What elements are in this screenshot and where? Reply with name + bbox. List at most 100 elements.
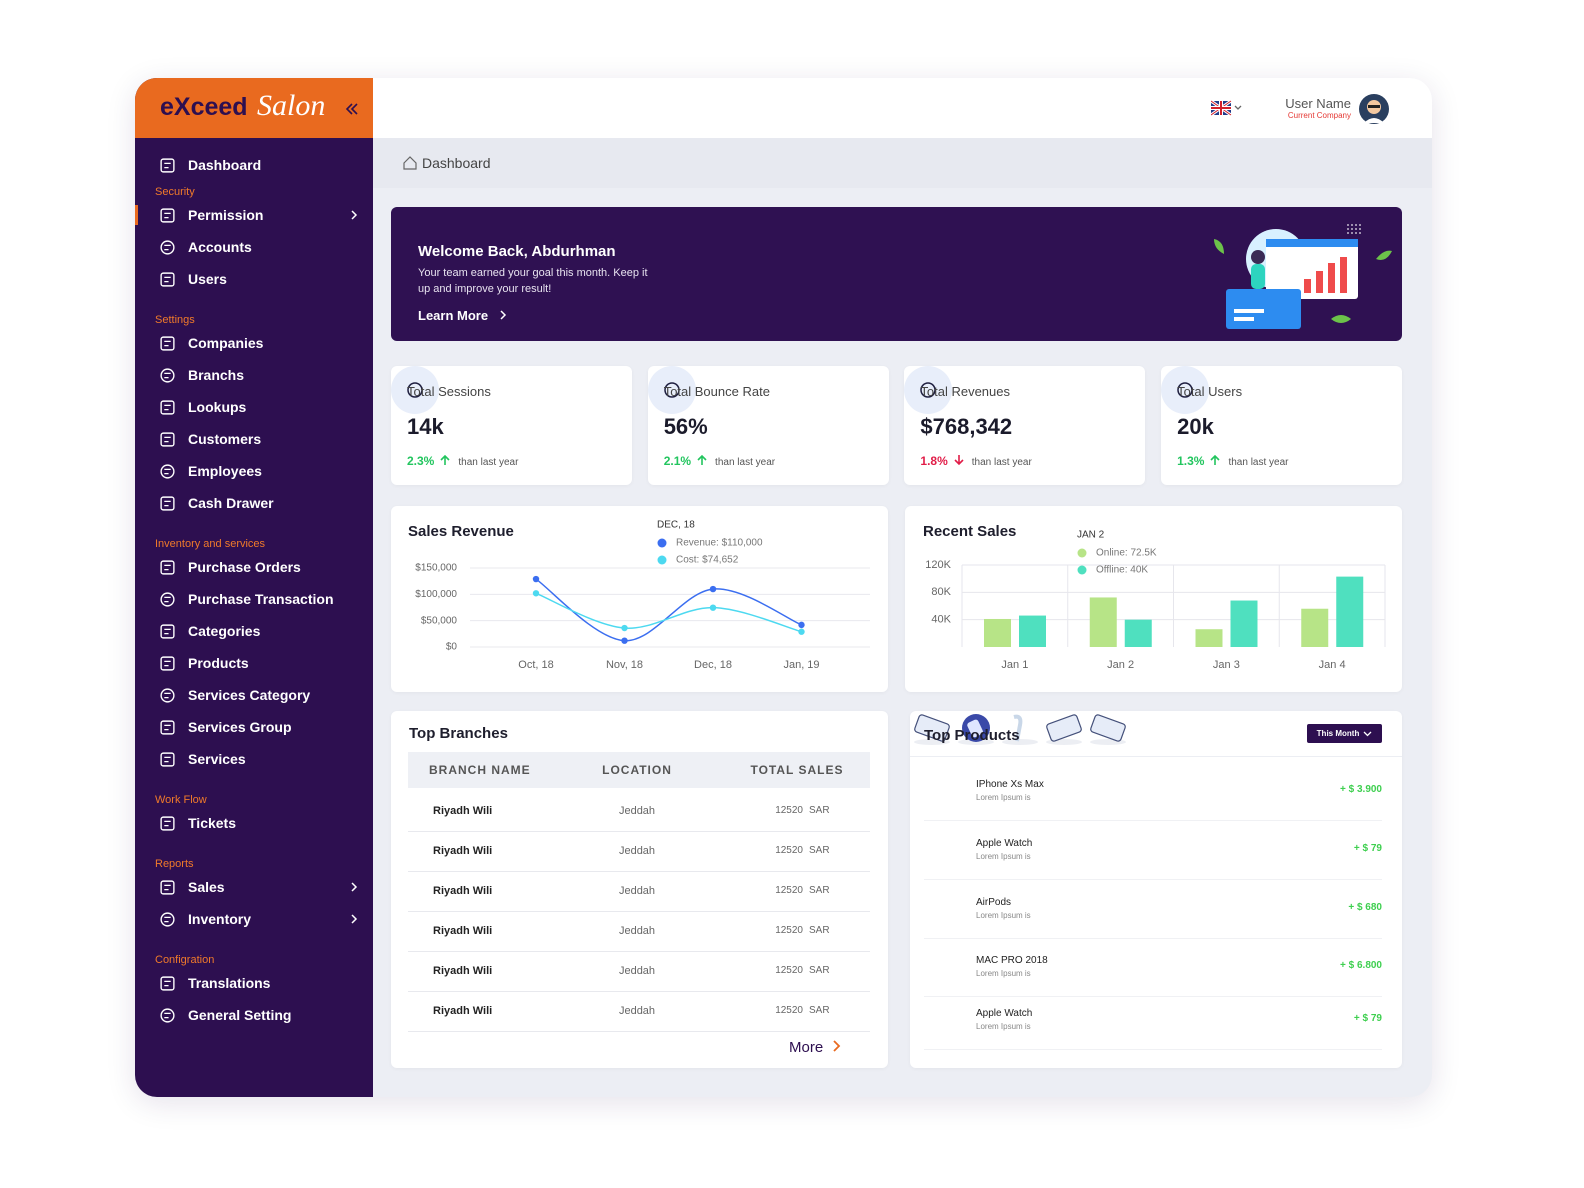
column-header: TOTAL SALES bbox=[750, 763, 844, 777]
brand-script: Salon bbox=[257, 89, 326, 122]
menu-item[interactable]: General Setting bbox=[135, 999, 373, 1031]
menu-icon bbox=[160, 623, 175, 639]
product-subtitle: Lorem Ipsum is bbox=[976, 1022, 1031, 1031]
menu-item[interactable]: Users bbox=[135, 263, 373, 295]
data-point bbox=[709, 604, 717, 611]
stat-label: Total Users bbox=[1177, 384, 1243, 399]
menu-item[interactable]: Accounts bbox=[135, 231, 373, 263]
bar bbox=[1089, 597, 1117, 647]
menu-item[interactable]: Customers bbox=[135, 423, 373, 455]
menu-label: Customers bbox=[188, 431, 262, 447]
menu-item[interactable]: Products bbox=[135, 647, 373, 679]
menu-section-title: Settings bbox=[155, 314, 195, 326]
stat-icon-glyph bbox=[920, 382, 937, 398]
chart-title: Sales Revenue bbox=[408, 523, 514, 540]
banner-text: Your team earned your goal this month. K… bbox=[418, 267, 648, 295]
menu-item[interactable]: Tickets bbox=[135, 807, 373, 839]
menu-item[interactable]: Services bbox=[135, 743, 373, 775]
menu-item[interactable]: Companies bbox=[135, 327, 373, 359]
stat-icon-bg bbox=[647, 366, 696, 414]
stat-icon-glyph bbox=[663, 382, 680, 398]
menu-item[interactable]: Sales bbox=[135, 871, 373, 903]
row-divider bbox=[408, 951, 870, 952]
banner-link[interactable]: Learn More bbox=[418, 308, 508, 323]
menu-label: Sales bbox=[188, 879, 225, 895]
product-name: AirPods bbox=[976, 897, 1012, 908]
icon-shape bbox=[160, 815, 175, 831]
tooltip-item: Online: 72.5K bbox=[1096, 548, 1157, 559]
user-info[interactable]: User Name Current Company bbox=[1285, 96, 1351, 120]
row-divider bbox=[408, 911, 870, 912]
stat-label: Total Sessions bbox=[407, 384, 491, 399]
cell-location: Jeddah bbox=[618, 925, 656, 937]
icon-shape bbox=[160, 687, 175, 703]
bar bbox=[1301, 608, 1329, 647]
icon-shape bbox=[160, 239, 175, 255]
menu-item[interactable]: Purchase Transaction bbox=[135, 583, 373, 615]
icon-shape bbox=[164, 340, 171, 346]
menu-item[interactable]: Services Category bbox=[135, 679, 373, 711]
menu-label: Products bbox=[188, 655, 249, 671]
icon-shape bbox=[164, 244, 171, 250]
column-header: BRANCH NAME bbox=[429, 763, 531, 777]
menu-icon bbox=[160, 879, 175, 895]
menu-icon bbox=[160, 271, 175, 287]
row-divider bbox=[924, 1049, 1382, 1050]
more-text[interactable]: More bbox=[789, 1039, 824, 1056]
app-frame: eXceed Salon Dashboard Security Permission… bbox=[135, 78, 1432, 1097]
sales-revenue-card: Sales Revenue $0 $50,000 $100,000 $150,000 Oc… bbox=[391, 506, 888, 692]
breadcrumb[interactable]: Dashboard bbox=[422, 155, 491, 171]
bar bbox=[984, 618, 1011, 647]
welcome-banner: Welcome Back, Abdurhman Your team earned… bbox=[391, 207, 1402, 341]
menu-item[interactable]: Employees bbox=[135, 455, 373, 487]
menu-item[interactable]: Purchase Orders bbox=[135, 551, 373, 583]
menu-item[interactable]: Lookups bbox=[135, 391, 373, 423]
menu-icon bbox=[160, 463, 175, 479]
menu-item[interactable]: Services Group bbox=[135, 711, 373, 743]
menu-item[interactable]: Inventory bbox=[135, 903, 373, 935]
expand-chevron bbox=[351, 914, 358, 924]
topbar: User Name Current Company bbox=[373, 78, 1432, 138]
stat-note: than last year bbox=[715, 457, 776, 468]
data-point bbox=[798, 621, 805, 629]
icon-shape bbox=[160, 463, 175, 479]
row-divider bbox=[924, 879, 1382, 880]
product-name: Apple Watch bbox=[976, 1008, 1033, 1019]
data-point bbox=[532, 575, 540, 583]
cell-amount: 12520 bbox=[775, 845, 803, 856]
menu-item[interactable]: Categories bbox=[135, 615, 373, 647]
chevron-path bbox=[351, 882, 358, 892]
x-tick-label: Jan 4 bbox=[1319, 659, 1346, 671]
stat-note: than last year bbox=[971, 457, 1032, 468]
menu-label: Users bbox=[188, 271, 227, 287]
cell-amount: 12520 bbox=[775, 965, 803, 976]
menu-section-title: Configration bbox=[155, 954, 215, 966]
menu-label: Employees bbox=[188, 463, 262, 479]
stat-change: 1.3% than last year bbox=[1177, 454, 1288, 468]
avatar[interactable] bbox=[1358, 93, 1390, 125]
icon-shape bbox=[967, 719, 983, 738]
data-point bbox=[621, 624, 628, 632]
icon-shadow bbox=[1002, 739, 1038, 745]
cell-currency: SAR bbox=[809, 1005, 830, 1016]
menu-label: Branchs bbox=[188, 367, 245, 383]
product-subtitle: Lorem Ipsum is bbox=[976, 969, 1031, 978]
more-link[interactable]: More bbox=[789, 1039, 843, 1056]
language-selector[interactable] bbox=[1211, 100, 1245, 116]
menu-item[interactable]: Dashboard bbox=[135, 149, 373, 181]
menu-item[interactable]: Translations bbox=[135, 967, 373, 999]
x-tick-label: Oct, 18 bbox=[518, 659, 553, 671]
icon-shape bbox=[164, 500, 171, 506]
trend-arrow-path bbox=[954, 455, 964, 466]
menu-item[interactable]: Permission bbox=[135, 199, 373, 231]
collapse-icon[interactable] bbox=[345, 103, 359, 115]
menu-item[interactable]: Branchs bbox=[135, 359, 373, 391]
row-divider bbox=[408, 871, 870, 872]
banner-link-text[interactable]: Learn More bbox=[418, 308, 489, 323]
cell-currency: SAR bbox=[809, 805, 830, 816]
icon-shape bbox=[160, 367, 175, 383]
stat-icon-glyph bbox=[407, 382, 423, 398]
filter-button[interactable]: This Month bbox=[1307, 724, 1382, 743]
chevron bbox=[1363, 731, 1372, 736]
menu-item[interactable]: Cash Drawer bbox=[135, 487, 373, 519]
